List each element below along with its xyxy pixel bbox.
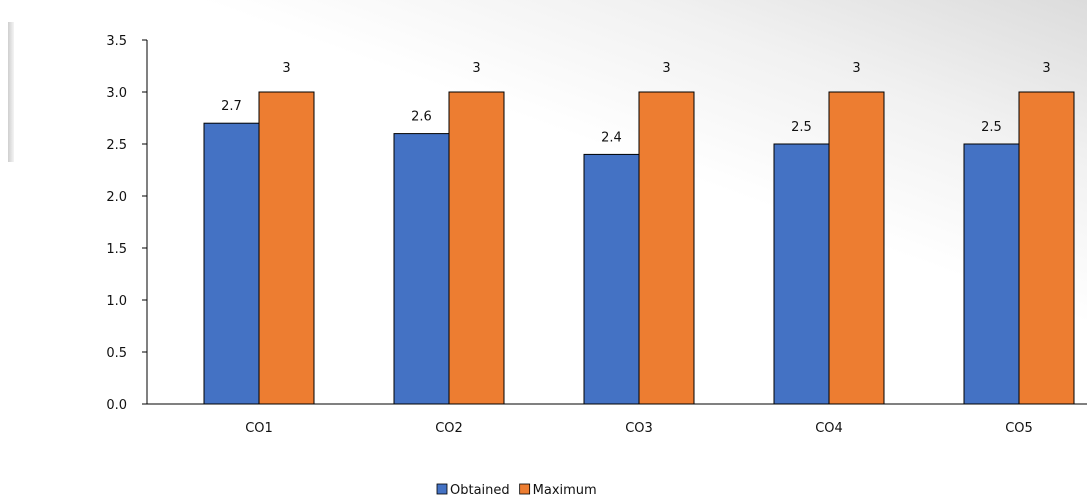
legend-swatch-obtained (436, 483, 448, 495)
y-tick-label-1: 0.5 (106, 346, 127, 361)
bar-obtained-co2 (393, 133, 450, 405)
x-tick-label-co2: CO2 (435, 421, 463, 436)
left-edge (0, 0, 8, 504)
bar-maximum-co3 (638, 91, 695, 405)
y-tick-label-2: 1.0 (106, 294, 127, 309)
data-label-obtained-co3: 2.4 (601, 130, 622, 145)
data-label-obtained-co2: 2.6 (411, 110, 432, 125)
x-tick-label-co4: CO4 (815, 421, 843, 436)
x-tick-label-co3: CO3 (625, 421, 653, 436)
bar-obtained-co4 (773, 143, 830, 405)
bar-obtained-co1 (203, 122, 260, 405)
bar-obtained-co5 (963, 143, 1020, 405)
y-tick-label-3: 1.5 (106, 242, 127, 257)
data-label-maximum-co1: 3 (282, 61, 290, 76)
data-label-obtained-co4: 2.5 (791, 120, 812, 135)
bar-maximum-co2 (448, 91, 505, 405)
data-label-maximum-co2: 3 (472, 61, 480, 76)
bar-maximum-co1 (258, 91, 315, 405)
bar-obtained-co3 (583, 153, 640, 405)
legend-swatch-maximum (519, 483, 531, 495)
data-label-maximum-co3: 3 (662, 61, 670, 76)
y-tick-label-4: 2.0 (106, 190, 127, 205)
x-tick-label-co1: CO1 (245, 421, 273, 436)
legend-label-maximum: Maximum (533, 483, 597, 498)
data-label-obtained-co5: 2.5 (981, 120, 1002, 135)
data-label-maximum-co5: 3 (1042, 61, 1050, 76)
data-label-maximum-co4: 3 (852, 61, 860, 76)
legend-label-obtained: Obtained (450, 483, 510, 498)
x-tick-label-co5: CO5 (1005, 421, 1033, 436)
y-tick-label-0: 0.0 (106, 398, 127, 413)
data-label-obtained-co1: 2.7 (221, 99, 242, 114)
bar-maximum-co5 (1018, 91, 1075, 405)
y-tick-label-6: 3.0 (106, 86, 127, 101)
y-tick-label-7: 3.5 (106, 34, 127, 49)
y-tick-label-5: 2.5 (106, 138, 127, 153)
left-shadow (8, 22, 14, 162)
bar-maximum-co4 (828, 91, 885, 405)
